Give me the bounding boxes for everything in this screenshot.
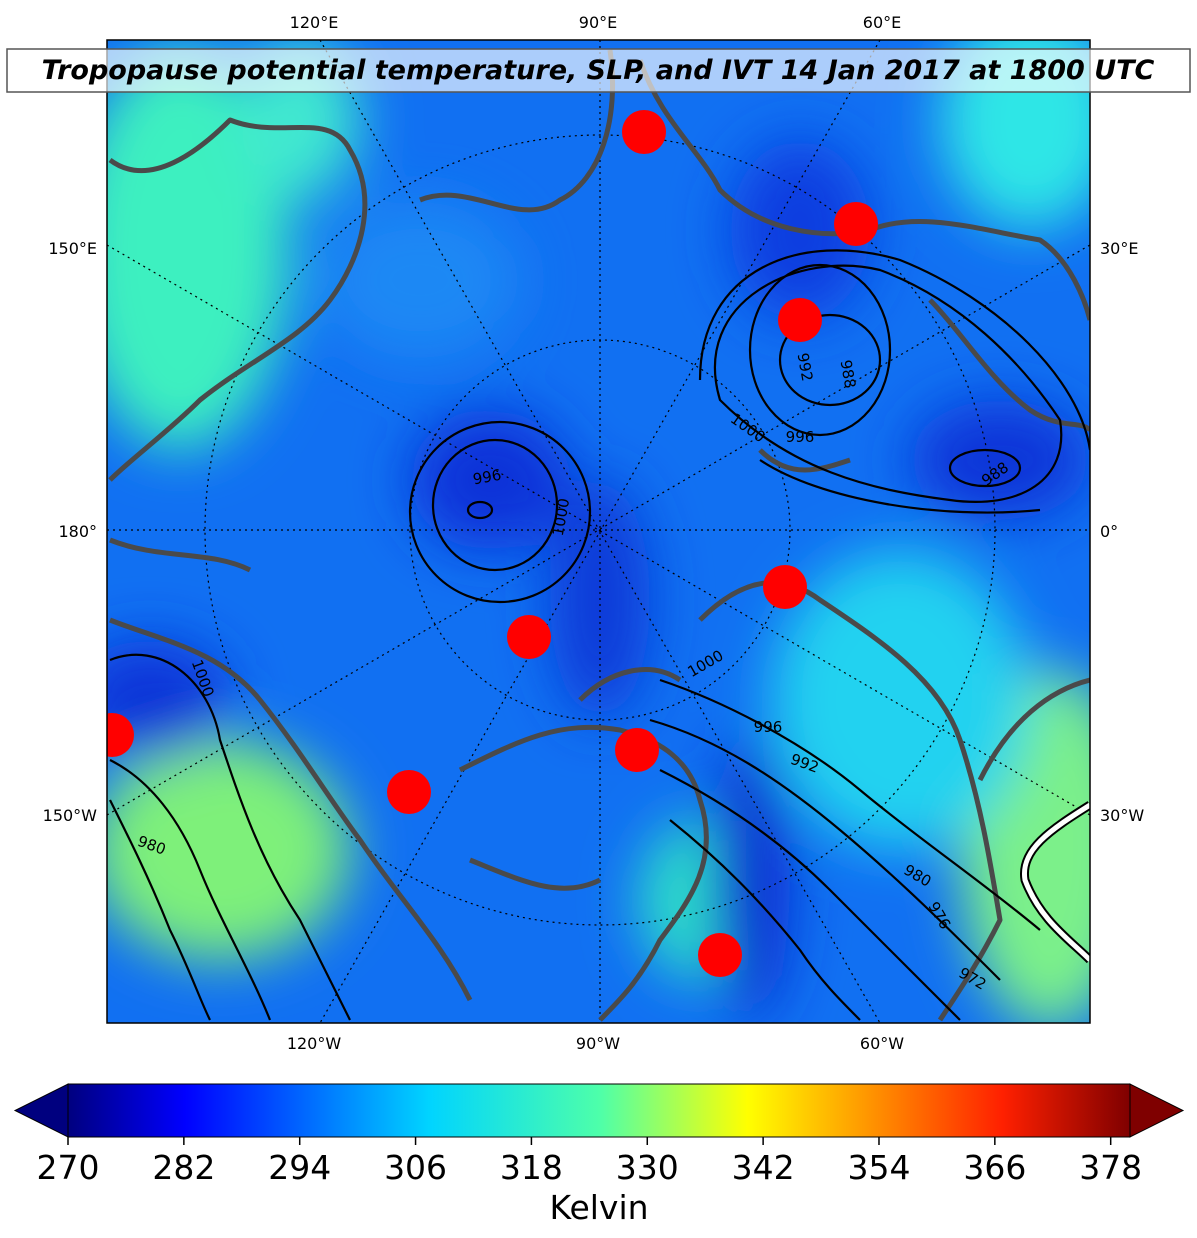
colorbar-tick-label: 294 <box>268 1148 331 1187</box>
colorbar-extend-min <box>13 1083 69 1138</box>
colorbar-tick-label: 282 <box>152 1148 215 1187</box>
colorbar-tick-label: 270 <box>37 1148 100 1187</box>
title: Tropopause potential temperature, SLP, a… <box>42 55 1155 86</box>
contour-label: 996 <box>786 428 815 446</box>
colorbar-label: Kelvin <box>549 1188 648 1227</box>
colorbar-extend-max <box>1129 1083 1185 1138</box>
colorbar-tick-label: 378 <box>1079 1148 1142 1187</box>
graticule-label: 90°W <box>576 1034 620 1053</box>
graticule-label: 150°W <box>43 806 98 825</box>
graticule-label: 120°E <box>290 13 339 32</box>
graticule-label: 90°E <box>579 13 617 32</box>
colorbar-scale <box>67 1083 1131 1138</box>
title-box <box>6 48 1191 93</box>
graticule-label: 30°E <box>1100 239 1138 258</box>
colorbar-tick-label: 354 <box>847 1148 910 1187</box>
ivt-markers <box>107 110 878 977</box>
colorbar-tick-label: 342 <box>732 1148 795 1187</box>
graticule-label: 60°W <box>860 1034 904 1053</box>
contour-label: 992 <box>794 351 817 382</box>
graticule-label: 0° <box>1100 522 1118 541</box>
colorbar-tick-label: 330 <box>616 1148 679 1187</box>
map-frame <box>106 39 1091 1024</box>
colorbar-tick-label: 366 <box>963 1148 1026 1187</box>
graticule-label: 180° <box>58 522 97 541</box>
slp-contours <box>109 249 1090 1021</box>
graticule-label: 60°E <box>863 13 901 32</box>
graticule <box>107 40 1090 1023</box>
contour-label: 996 <box>754 718 783 736</box>
contour-label: 996 <box>471 466 502 489</box>
graticule-label: 30°W <box>1100 806 1144 825</box>
colorbar-tick-label: 318 <box>500 1148 563 1187</box>
graticule-label: 150°E <box>48 239 97 258</box>
graticule-label: 120°W <box>287 1034 342 1053</box>
colorbar-tick-label: 306 <box>384 1148 447 1187</box>
contour-label: 988 <box>837 358 860 389</box>
colorbar: 270 282 294 306 318 330 342 354 366 378 Kelvin <box>13 1083 1185 1227</box>
